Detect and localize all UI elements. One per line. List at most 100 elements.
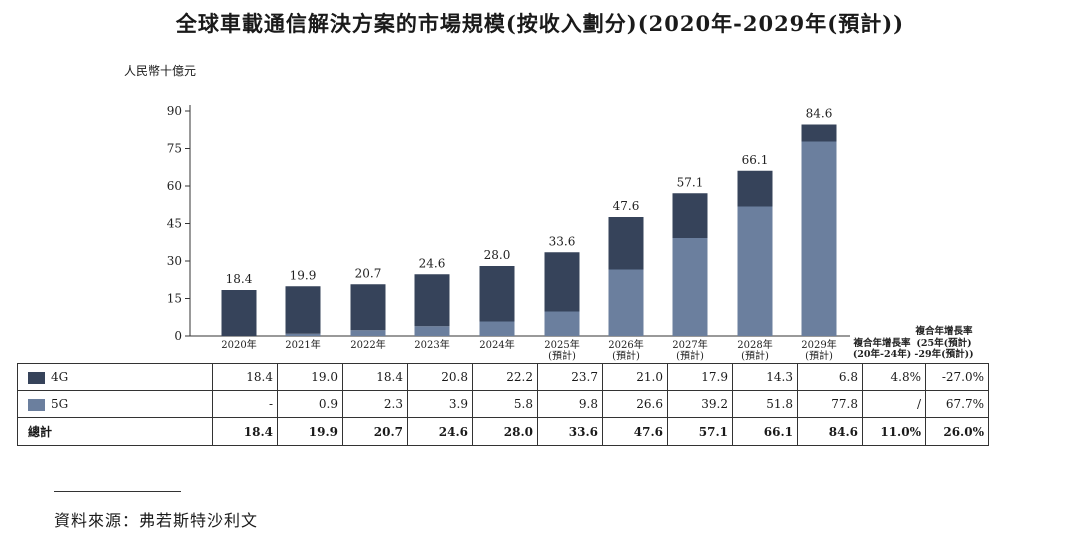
x-category-label: 2026年: [608, 338, 643, 351]
cagr-cell: 67.7%: [925, 390, 989, 418]
x-category-label: 2021年: [285, 338, 320, 351]
table-row: 總計 18.4 19.9 20.7 24.6 28.0 33.6 47.6 57.1 66.1 84…: [17, 417, 989, 446]
bar-4g: [608, 217, 644, 270]
cagr-header-line: 複合年增長率: [914, 325, 973, 337]
bar-5g: [608, 269, 644, 336]
table-cell: 24.6: [407, 417, 473, 446]
bar-4g: [737, 170, 773, 207]
bar-5g: [479, 321, 515, 336]
x-category-label: 2025年: [544, 338, 579, 351]
bar-5g: [350, 330, 386, 336]
legend-swatch: [28, 371, 45, 384]
bar-5g: [737, 206, 773, 336]
table-cell: 19.9: [277, 417, 343, 446]
bar-4g: [672, 193, 708, 238]
source-divider: [54, 491, 181, 492]
y-tick-label: 90: [167, 104, 182, 118]
bar-4g: [801, 124, 837, 142]
cagr-cell: /: [862, 390, 926, 418]
table-cell: 20.8: [407, 363, 473, 391]
x-category-note: (預計): [548, 349, 576, 362]
bar-total-label: 84.6: [806, 107, 833, 121]
x-category-label: 2023年: [414, 338, 449, 351]
table-cell: 28.0: [472, 417, 538, 446]
cagr-header-line: 複合年增長率: [852, 337, 911, 349]
bar-5g: [672, 238, 708, 336]
table-cell: 5.8: [472, 390, 538, 418]
x-category-note: (預計): [805, 349, 833, 362]
table-cell: 33.6: [537, 417, 603, 446]
table-cell: -: [212, 390, 278, 418]
x-category-label: 2024年: [479, 338, 514, 351]
table-cell: 17.9: [667, 363, 733, 391]
stacked-bar-chart: 0 15 30 45 60 75 90 18.4 2020年 19.9 2021年 20.7 2022年…: [167, 104, 974, 362]
table-cell: 20.7: [342, 417, 408, 446]
cagr-header-line: (25年(預計): [916, 337, 971, 349]
bar-4g: [479, 266, 515, 322]
row-label: 總計: [17, 417, 213, 446]
table-cell: 9.8: [537, 390, 603, 418]
table-cell: 19.0: [277, 363, 343, 391]
bar-total-label: 57.1: [677, 175, 704, 189]
cagr-cell: -27.0%: [925, 363, 989, 391]
bar-total-label: 20.7: [355, 266, 382, 280]
table-cell: 18.4: [212, 363, 278, 391]
table-cell: 57.1: [667, 417, 733, 446]
bar-total-label: 66.1: [742, 153, 769, 167]
y-tick-label: 60: [167, 179, 182, 193]
bar-total-label: 28.0: [484, 248, 511, 262]
cagr-cell: 4.8%: [862, 363, 926, 391]
bar-4g: [414, 274, 450, 327]
x-category-label: 2028年: [737, 338, 772, 351]
bar-total-label: 47.6: [613, 199, 640, 213]
table-row: 4G 18.4 19.0 18.4 20.8 22.2 23.7 21.0 17.9 14.3 6.…: [17, 363, 989, 391]
x-category-label: 2022年: [350, 338, 385, 351]
y-tick-label: 45: [167, 217, 182, 231]
y-tick-label: 75: [167, 142, 182, 156]
x-category-label: 2027年: [672, 338, 707, 351]
bar-total-label: 18.4: [226, 272, 253, 286]
cagr-header-line: -29年(預計)): [914, 348, 973, 360]
bar-4g: [221, 290, 257, 336]
chart-title: 全球車載通信解決方案的市場規模(按收入劃分)(2020年-2029年(預計)): [175, 11, 905, 36]
table-cell: 18.4: [342, 363, 408, 391]
bar-4g: [544, 252, 580, 312]
table-cell: 14.3: [732, 363, 798, 391]
row-label: 5G: [17, 390, 213, 418]
bar-total-label: 24.6: [419, 256, 446, 270]
x-category-note: (預計): [612, 349, 640, 362]
data-table: 4G 18.4 19.0 18.4 20.8 22.2 23.7 21.0 17.9 14.3 6.…: [17, 363, 989, 446]
table-cell: 39.2: [667, 390, 733, 418]
bar-4g: [285, 286, 321, 334]
table-cell: 77.8: [797, 390, 863, 418]
table-cell: 26.6: [602, 390, 668, 418]
table-cell: 23.7: [537, 363, 603, 391]
table-cell: 66.1: [732, 417, 798, 446]
y-tick-label: 15: [167, 292, 182, 306]
x-category-note: (預計): [676, 349, 704, 362]
row-label: 4G: [17, 363, 213, 391]
bar-5g: [285, 333, 321, 336]
x-category-note: (預計): [741, 349, 769, 362]
legend-swatch: [28, 398, 45, 411]
y-axis-unit-label: 人民幣十億元: [124, 64, 197, 78]
row-label-text: 4G: [51, 370, 69, 384]
bar-total-label: 19.9: [290, 268, 317, 282]
cagr-cell: 11.0%: [862, 417, 926, 446]
x-category-label: 2020年: [221, 338, 256, 351]
table-cell: 21.0: [602, 363, 668, 391]
bar-5g: [544, 311, 580, 336]
bar-4g: [350, 284, 386, 331]
table-cell: 6.8: [797, 363, 863, 391]
table-cell: 18.4: [212, 417, 278, 446]
bar-total-label: 33.6: [549, 234, 576, 248]
bar-5g: [801, 141, 837, 336]
table-cell: 0.9: [277, 390, 343, 418]
table-row: 5G -0.9 2.3 3.9 5.8 9.8 26.6 39.2 51.8 77.8/67.7%: [17, 390, 989, 418]
y-tick-label: 30: [167, 254, 182, 268]
table-cell: 22.2: [472, 363, 538, 391]
cagr-cell: 26.0%: [925, 417, 989, 446]
cagr-header-line: (20年-24年): [853, 348, 911, 360]
y-tick-label: 0: [174, 329, 182, 343]
table-cell: 84.6: [797, 417, 863, 446]
